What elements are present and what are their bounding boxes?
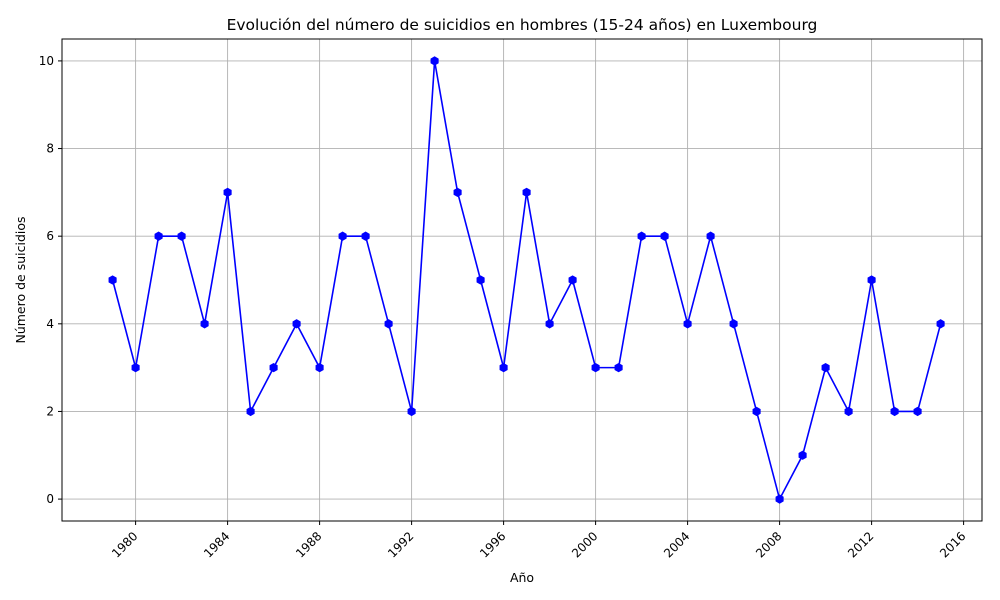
data-point — [315, 362, 324, 373]
x-tick-label: 1992 — [385, 529, 416, 560]
data-point — [729, 319, 738, 329]
x-tick-label: 1984 — [201, 529, 232, 560]
data-point — [154, 231, 163, 241]
plot-frame — [61, 38, 983, 522]
data-point — [614, 362, 623, 373]
data-point — [775, 494, 784, 504]
chart-title: Evolución del número de suicidios en hom… — [227, 16, 818, 34]
series-line — [111, 60, 942, 502]
data-point — [499, 362, 508, 373]
data-point — [591, 362, 600, 373]
data-point — [338, 231, 347, 241]
x-tick-label: 1988 — [293, 529, 324, 560]
data-point — [660, 231, 669, 241]
data-point — [798, 450, 807, 460]
x-tick-label: 2004 — [661, 529, 692, 560]
data-point — [131, 362, 140, 373]
data-point — [637, 231, 646, 241]
data-point — [177, 231, 186, 241]
data-point — [292, 319, 301, 329]
data-point — [844, 406, 853, 417]
x-axis-ticks: 1980 1984 1988 1992 1996 2000 2004 2008 2012 2016 — [109, 521, 969, 561]
data-point — [936, 319, 945, 329]
grid — [62, 39, 982, 521]
data-point — [821, 362, 830, 373]
x-tick-label: 2000 — [569, 529, 600, 560]
y-tick-label: 6 — [46, 229, 54, 243]
data-point — [752, 406, 761, 417]
y-tick-label: 0 — [46, 492, 54, 506]
data-point — [568, 275, 577, 285]
data-point — [706, 231, 715, 241]
x-tick-label: 2016 — [937, 529, 968, 560]
y-tick-label: 2 — [46, 404, 54, 418]
x-axis-label: Año — [510, 570, 534, 585]
data-point — [200, 319, 209, 329]
data-point — [453, 187, 462, 198]
y-tick-label: 10 — [39, 54, 54, 68]
x-tick-label: 2008 — [753, 529, 784, 560]
data-point — [545, 319, 554, 329]
data-points — [108, 56, 945, 504]
data-point — [407, 406, 416, 417]
x-tick-label: 1980 — [109, 529, 140, 560]
y-tick-label: 4 — [46, 317, 54, 331]
data-point — [476, 275, 485, 285]
x-tick-label: 2012 — [845, 529, 876, 560]
y-axis-ticks: 0 2 4 6 8 10 — [39, 54, 62, 506]
y-axis-label: Número de suicidios — [13, 216, 28, 343]
data-point — [430, 56, 439, 66]
data-point — [522, 187, 531, 198]
data-point — [269, 362, 278, 373]
data-point — [867, 275, 876, 285]
y-tick-label: 8 — [46, 142, 54, 156]
data-point — [108, 275, 117, 285]
data-point — [223, 187, 232, 198]
series-line-group — [111, 60, 942, 502]
data-point — [683, 319, 692, 329]
data-point — [913, 406, 922, 417]
data-point — [890, 406, 899, 417]
data-point — [361, 231, 370, 241]
data-point — [384, 319, 393, 329]
data-point — [246, 406, 255, 417]
x-tick-label: 1996 — [477, 529, 508, 560]
